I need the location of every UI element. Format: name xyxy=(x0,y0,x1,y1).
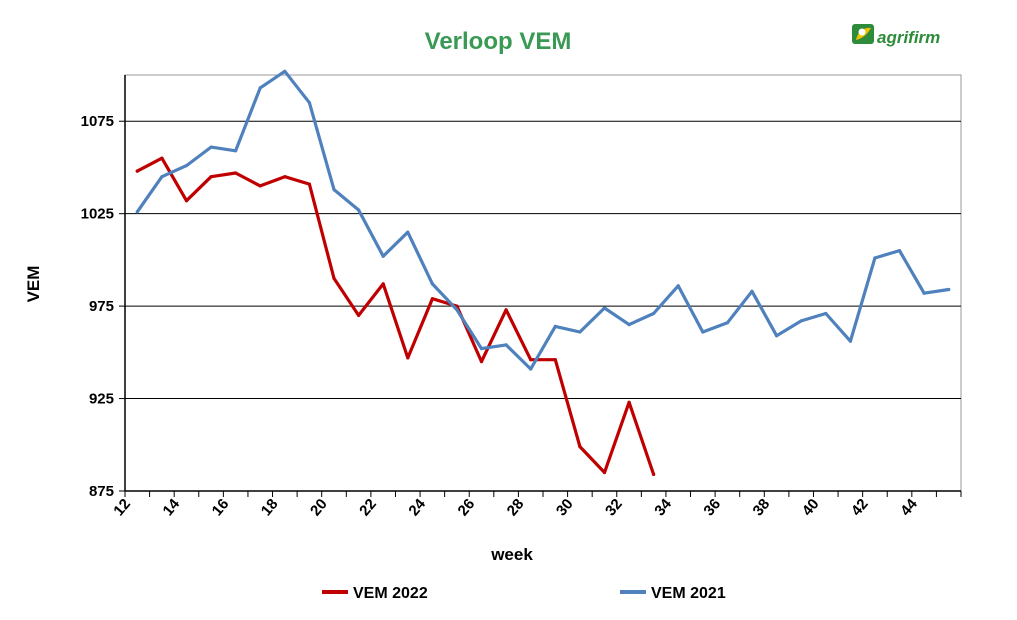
data-point xyxy=(504,308,508,312)
data-point xyxy=(824,311,828,316)
x-tick-label-36: 36 xyxy=(700,496,724,520)
chart-title: Verloop VEM xyxy=(425,28,572,55)
data-point xyxy=(504,343,508,347)
gridlines xyxy=(125,120,961,400)
data-point xyxy=(430,282,434,286)
data-point xyxy=(258,86,262,90)
data-point xyxy=(234,171,238,175)
data-point xyxy=(307,182,311,186)
data-point xyxy=(332,188,336,192)
x-tick-label-24: 24 xyxy=(405,495,429,519)
data-point xyxy=(578,330,582,334)
x-tick-label-44: 44 xyxy=(897,495,921,519)
legend: VEM 2022 VEM 2021 xyxy=(322,585,726,602)
logo-text: agrifirm xyxy=(877,28,940,47)
data-point xyxy=(307,101,311,105)
x-tick-label-26: 26 xyxy=(455,496,479,520)
x-tick-label-38: 38 xyxy=(750,496,774,520)
series-vem-2022 xyxy=(135,156,656,476)
x-axis-ticks: 12 14 16 18 20 22 24 26 28 30 32 34 36 38 40 42 44 xyxy=(110,491,962,520)
data-point xyxy=(652,311,656,316)
data-point xyxy=(479,347,484,351)
y-tick-label-975: 975 xyxy=(89,298,114,315)
y-tick-label-875: 875 xyxy=(89,483,114,500)
data-point xyxy=(332,276,336,280)
x-tick-label-20: 20 xyxy=(307,496,331,520)
data-point xyxy=(627,323,631,327)
x-tick-label-32: 32 xyxy=(602,496,626,520)
y-axis-label: VEM xyxy=(24,266,43,303)
data-point xyxy=(406,356,410,360)
y-axis-ticks: 875 925 975 1025 1075 xyxy=(81,113,125,500)
x-tick-label-16: 16 xyxy=(209,496,233,520)
data-point xyxy=(922,291,926,295)
series-vem-2021 xyxy=(135,69,951,371)
y-tick-label-925: 925 xyxy=(89,391,114,408)
agrifirm-logo: agrifirm xyxy=(852,24,940,47)
series-line-0 xyxy=(135,156,656,476)
data-point xyxy=(430,297,434,301)
data-point xyxy=(184,164,189,168)
legend-label-2022: VEM 2022 xyxy=(353,585,428,602)
legend-item-2022: VEM 2022 xyxy=(322,585,428,602)
data-point xyxy=(873,256,877,260)
x-tick-label-18: 18 xyxy=(258,496,282,520)
data-point xyxy=(135,169,139,173)
data-point xyxy=(578,445,582,449)
series-lines xyxy=(135,69,951,476)
y-tick-label-1075: 1075 xyxy=(81,113,114,130)
data-point xyxy=(381,254,385,258)
data-point xyxy=(848,339,853,343)
data-point xyxy=(135,210,139,214)
data-point xyxy=(947,287,951,292)
data-point xyxy=(184,199,189,203)
data-point xyxy=(750,289,754,293)
data-point xyxy=(209,175,213,179)
data-point xyxy=(283,175,287,179)
data-point xyxy=(455,308,459,312)
data-point xyxy=(234,149,238,153)
data-point xyxy=(406,230,410,234)
data-point xyxy=(701,330,705,334)
plot-area xyxy=(124,74,962,492)
data-point xyxy=(799,319,803,323)
data-point xyxy=(676,284,680,288)
x-axis-label: week xyxy=(490,545,533,564)
data-point xyxy=(529,367,533,371)
data-point xyxy=(160,156,164,160)
x-tick-label-30: 30 xyxy=(553,496,577,520)
data-point xyxy=(160,175,164,179)
series-line-1 xyxy=(135,69,951,371)
data-point xyxy=(602,470,607,475)
x-tick-label-28: 28 xyxy=(504,496,528,520)
data-point xyxy=(283,69,287,73)
x-tick-label-42: 42 xyxy=(848,496,872,520)
data-point xyxy=(725,321,730,325)
data-point xyxy=(529,358,533,362)
data-point xyxy=(627,400,631,404)
data-point xyxy=(553,358,557,362)
data-point xyxy=(602,306,607,310)
legend-label-2021: VEM 2021 xyxy=(651,585,726,602)
x-tick-label-34: 34 xyxy=(651,495,675,519)
x-tick-label-22: 22 xyxy=(356,496,380,520)
data-point xyxy=(381,282,385,286)
x-tick-label-14: 14 xyxy=(159,495,183,519)
data-point xyxy=(357,208,361,212)
data-point xyxy=(553,324,557,328)
data-point xyxy=(357,313,361,317)
legend-item-2021: VEM 2021 xyxy=(620,585,726,602)
data-point xyxy=(258,184,262,188)
data-point xyxy=(209,145,213,149)
data-point xyxy=(479,360,484,364)
leaf-icon xyxy=(852,24,874,44)
data-point xyxy=(652,472,656,476)
x-tick-label-40: 40 xyxy=(799,496,823,520)
y-tick-label-1025: 1025 xyxy=(81,206,114,223)
data-point xyxy=(897,249,902,253)
data-point xyxy=(775,334,779,338)
